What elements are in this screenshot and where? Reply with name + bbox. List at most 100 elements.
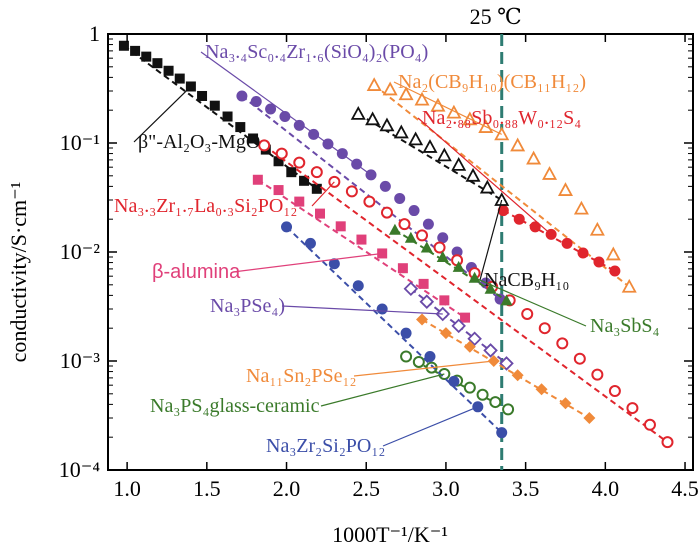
data-point <box>621 278 637 293</box>
annotation-leader <box>320 373 445 407</box>
data-point <box>141 51 152 62</box>
x-tick-label: 1.0 <box>113 476 141 501</box>
data-point <box>451 156 467 171</box>
annotation-leader <box>474 277 587 327</box>
y-tick-label: 1 <box>89 21 100 46</box>
x-axis-ticks: 1.0 1.5 2.0 2.5 3.0 3.5 4.0 4.5 <box>113 34 699 501</box>
annotation-balumina: β-alumina <box>152 261 241 283</box>
data-point <box>363 195 376 208</box>
data-point <box>379 117 395 132</box>
data-point <box>315 208 326 219</box>
data-point <box>365 111 381 126</box>
data-point <box>538 322 551 335</box>
data-point <box>577 247 589 259</box>
data-point <box>397 263 408 274</box>
data-point <box>460 312 471 323</box>
data-point <box>496 427 508 439</box>
data-point <box>465 167 481 182</box>
data-point <box>436 147 452 162</box>
plot-area: Na₃.₄Sc₀.₄Zr₁.₆(SiO₄)₂(PO₄) Na₂(CB₉H₁₀)(C… <box>107 33 694 471</box>
data-point <box>494 192 510 206</box>
annotation-cb: Na₂(CB₉H₁₀)(CB₁₁H₁₂) <box>398 71 586 93</box>
annotation-nasbs: Na₃SbS₄ <box>590 315 660 337</box>
data-point <box>422 139 438 153</box>
data-point <box>513 213 525 225</box>
data-point <box>163 65 174 76</box>
series-fit-line <box>357 113 503 201</box>
data-point <box>273 156 284 167</box>
data-point <box>418 278 429 289</box>
data-point <box>467 331 482 347</box>
data-point <box>400 350 413 363</box>
data-point <box>433 241 446 254</box>
data-point <box>436 250 449 262</box>
data-point <box>643 418 656 431</box>
data-point <box>350 105 366 120</box>
data-point <box>556 337 569 350</box>
x-tick-label: 3.5 <box>512 476 540 501</box>
data-point <box>299 175 310 186</box>
data-point <box>608 385 621 398</box>
data-point <box>356 234 367 245</box>
data-point <box>404 231 417 243</box>
data-point <box>497 205 509 217</box>
data-point <box>345 185 358 198</box>
annotation-napse: Na₃PSe₄) <box>210 295 285 317</box>
data-point <box>393 124 409 139</box>
series-fit-line <box>257 178 466 319</box>
data-point <box>521 307 534 320</box>
data-point <box>510 137 526 152</box>
data-point <box>382 81 398 96</box>
data-point <box>529 221 541 233</box>
x-tick-label: 1.5 <box>193 476 221 501</box>
y-tick-label: 10⁻² <box>60 239 101 264</box>
data-point <box>451 254 464 267</box>
annotation-naps: Na₃PS₄glass-ceramic <box>150 395 320 417</box>
data-point <box>311 183 322 194</box>
data-point <box>286 167 297 178</box>
data-point <box>489 396 502 409</box>
data-point <box>502 403 515 416</box>
series-nacb9 <box>350 105 510 206</box>
annotation-leader <box>133 86 192 143</box>
x-tick-label: 2.0 <box>273 476 301 501</box>
annotation-nasnpse: Na₁₁Sn₂PSe₁₂ <box>246 365 356 387</box>
data-point <box>416 229 429 242</box>
data-point <box>468 271 481 283</box>
data-point <box>152 58 163 69</box>
series-nasnpse <box>416 313 596 424</box>
data-point <box>500 294 513 306</box>
data-point <box>414 91 430 106</box>
annotation-nzlsp: Na₃.₃Zr₁.₇La₀.₃Si₂PO₁₂ <box>114 195 297 217</box>
series-napse <box>403 281 514 371</box>
data-point <box>609 265 621 277</box>
annotation-leader <box>311 181 335 207</box>
data-point <box>591 368 604 381</box>
series-nasbs <box>388 223 513 306</box>
data-point <box>439 295 450 306</box>
data-point <box>258 139 271 152</box>
annotation-leader <box>200 51 372 176</box>
data-point <box>275 147 288 160</box>
data-point <box>559 397 572 410</box>
annotations: Na₃.₄Sc₀.₄Zr₁.₆(SiO₄)₂(PO₄) Na₂(CB₉H₁₀)(C… <box>114 41 660 457</box>
data-point <box>452 260 465 272</box>
data-point <box>583 411 596 424</box>
data-point <box>366 77 382 91</box>
data-point <box>379 180 391 192</box>
data-point <box>535 383 548 396</box>
data-point <box>463 340 476 353</box>
data-point <box>412 355 425 368</box>
data-point <box>118 40 129 51</box>
data-point <box>448 375 460 387</box>
x-tick-label: 3.0 <box>432 476 460 501</box>
y-axis-label: conductivity/S·cm⁻¹ <box>6 182 31 363</box>
reference-line-label: 25 ℃ <box>470 4 522 29</box>
data-point <box>335 221 346 232</box>
y-tick-label: 10⁻⁴ <box>59 457 101 482</box>
data-point <box>589 221 605 236</box>
data-point <box>252 174 263 185</box>
data-point <box>222 111 233 122</box>
data-point <box>439 327 452 340</box>
data-point <box>561 237 573 249</box>
